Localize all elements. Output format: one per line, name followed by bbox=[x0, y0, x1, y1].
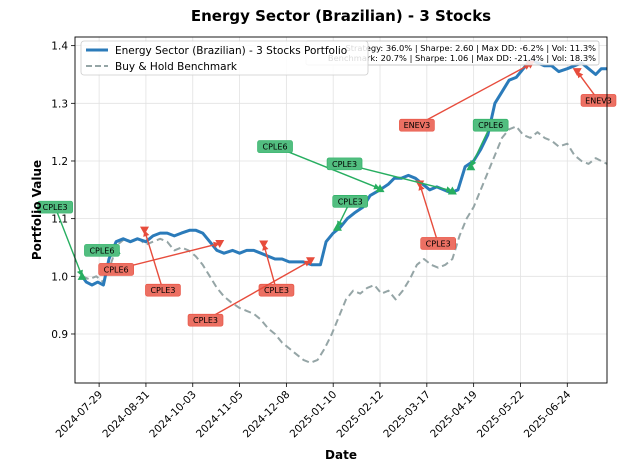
sell-marker: CPLE3 bbox=[258, 240, 295, 297]
trade-label-box bbox=[98, 263, 134, 276]
x-tick-label: 2025-05-22 bbox=[475, 389, 527, 441]
trade-label: ENEV3 bbox=[585, 96, 612, 105]
trade-label-box bbox=[472, 118, 509, 132]
x-tick-label: 2025-06-24 bbox=[522, 388, 574, 440]
benchmark-line bbox=[81, 125, 608, 364]
trade-label-box bbox=[399, 118, 435, 132]
y-tick-label: 1.4 bbox=[51, 41, 68, 53]
x-tick-label: 2024-10-03 bbox=[147, 389, 199, 441]
trade-label: CPLE3 bbox=[332, 160, 357, 169]
buy-marker: CPLE3 bbox=[326, 157, 457, 195]
trade-label: CPLE6 bbox=[478, 121, 503, 130]
trade-label-box bbox=[332, 195, 369, 208]
x-tick-label: 2025-04-19 bbox=[428, 389, 480, 441]
sell-marker: CPLE6 bbox=[98, 239, 225, 276]
trade-label: CPLE6 bbox=[104, 265, 129, 274]
x-tick-label: 2025-02-12 bbox=[334, 389, 386, 441]
x-tick-label: 2024-07-29 bbox=[54, 389, 106, 441]
y-tick-label: 1.0 bbox=[51, 271, 68, 283]
trade-label: CPLE3 bbox=[193, 316, 218, 325]
trade-label-box bbox=[37, 200, 73, 214]
buy-marker: CPLE3 bbox=[332, 195, 369, 231]
trade-label: CPLE3 bbox=[264, 286, 289, 295]
legend: Energy Sector (Brazilian) - 3 Stocks Por… bbox=[80, 40, 369, 76]
y-tick-label: 0.9 bbox=[51, 329, 68, 341]
buy-triangle bbox=[447, 186, 457, 195]
stats-line-benchmark: Benchmark: 20.7% | Sharpe: 1.06 | Max DD… bbox=[328, 53, 596, 63]
buy-triangle bbox=[332, 222, 342, 231]
buy-triangle bbox=[77, 271, 87, 280]
marker-arrow bbox=[416, 63, 531, 126]
y-tick-label: 1.2 bbox=[51, 156, 68, 168]
marker-arrow bbox=[344, 163, 453, 192]
legend-box bbox=[80, 40, 369, 76]
marker-arrow bbox=[419, 183, 439, 244]
buy-triangle bbox=[466, 162, 476, 171]
sell-triangle bbox=[572, 68, 582, 77]
y-axis: 0.9 1.0 1.1 1.2 1.3 1.4 bbox=[51, 41, 75, 341]
marker-arrow bbox=[205, 260, 311, 321]
trade-label: CPLE6 bbox=[263, 143, 288, 152]
sell-triangle bbox=[215, 239, 225, 248]
sell-triangle bbox=[305, 257, 315, 266]
x-axis-label: Date bbox=[325, 448, 357, 462]
portfolio-line bbox=[80, 58, 607, 287]
trade-label-box bbox=[145, 283, 181, 297]
x-tick-label: 2024-12-08 bbox=[241, 389, 293, 441]
buy-marker: CPLE3 bbox=[37, 200, 87, 280]
series-layer bbox=[80, 58, 608, 364]
sell-marker: ENEV3 bbox=[399, 60, 535, 132]
trade-label-box bbox=[420, 237, 456, 250]
sell-triangle bbox=[140, 226, 150, 235]
buy-triangle bbox=[375, 184, 385, 193]
marker-arrow bbox=[263, 243, 278, 291]
x-tick-label: 2024-08-31 bbox=[100, 389, 152, 441]
plot-frame bbox=[74, 36, 608, 384]
y-tick-label: 1.3 bbox=[51, 98, 68, 110]
trade-label-box bbox=[326, 157, 363, 171]
stats-line-strategy: Strategy: 36.0% | Sharpe: 2.60 | Max DD:… bbox=[345, 43, 596, 53]
gridlines bbox=[75, 37, 607, 383]
x-tick-label: 2024-11-05 bbox=[194, 389, 246, 441]
trade-label: CPLE3 bbox=[150, 286, 175, 295]
legend-label-portfolio: Energy Sector (Brazilian) - 3 Stocks Por… bbox=[115, 45, 347, 57]
trade-label: CPLE3 bbox=[43, 203, 68, 212]
x-tick-label: 2025-01-10 bbox=[288, 389, 340, 441]
trade-label: ENEV3 bbox=[404, 121, 431, 130]
y-axis-label: Portfolio Value bbox=[30, 160, 44, 260]
buy-marker: CPLE6 bbox=[257, 140, 385, 193]
trade-label: CPLE3 bbox=[338, 197, 363, 206]
chart-title: Energy Sector (Brazilian) - 3 Stocks bbox=[191, 7, 491, 25]
marker-arrow bbox=[54, 206, 83, 277]
buy-marker: CPLE6 bbox=[84, 244, 121, 257]
trade-label-box bbox=[187, 313, 224, 327]
x-axis: 2024-07-292024-08-312024-10-032024-11-05… bbox=[54, 383, 574, 440]
trade-label-box bbox=[257, 140, 293, 153]
trade-label-box bbox=[84, 244, 120, 257]
y-tick-label: 1.1 bbox=[51, 214, 68, 226]
marker-arrow bbox=[470, 124, 492, 168]
sell-marker: CPLE3 bbox=[140, 226, 181, 297]
marker-layer: CPLE3 CPLE6 CPLE3 CPLE6 CPLE3 CPLE3 CPLE3 CPLE6… bbox=[37, 60, 617, 327]
trade-label: CPLE6 bbox=[89, 246, 114, 255]
buy-marker: CPLE6 bbox=[466, 118, 509, 171]
sell-marker: CPLE3 bbox=[415, 180, 456, 250]
x-tick-label: 2025-03-17 bbox=[381, 389, 433, 441]
sell-triangle bbox=[259, 240, 269, 249]
legend-label-benchmark: Buy & Hold Benchmark bbox=[115, 61, 238, 73]
sell-marker: CPLE3 bbox=[187, 257, 315, 327]
trade-label: CPLE3 bbox=[426, 239, 451, 248]
